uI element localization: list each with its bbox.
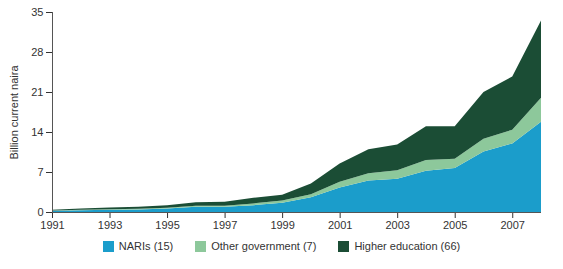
- svg-text:2007: 2007: [500, 219, 524, 231]
- svg-text:2005: 2005: [443, 219, 467, 231]
- svg-text:7: 7: [37, 166, 43, 178]
- html-text:Higher education (66): Higher education (66): [354, 240, 461, 252]
- svg-text:1991: 1991: [40, 219, 64, 231]
- svg-text:1997: 1997: [213, 219, 237, 231]
- svg-text:1995: 1995: [155, 219, 179, 231]
- html-text:NARIs (15): NARIs (15): [118, 240, 174, 252]
- svg-text:0: 0: [37, 206, 43, 218]
- svg-text:21: 21: [31, 86, 43, 98]
- svg-text:1999: 1999: [270, 219, 294, 231]
- svg-text:2001: 2001: [328, 219, 352, 231]
- html-text:Other government (7): Other government (7): [211, 240, 317, 252]
- svg-text:2003: 2003: [385, 219, 409, 231]
- svg-text:14: 14: [31, 126, 43, 138]
- svg-text:28: 28: [31, 46, 43, 58]
- svg-text:35: 35: [31, 6, 43, 18]
- svg-text:Billion current naira: Billion current naira: [8, 65, 20, 160]
- svg-text:1993: 1993: [98, 219, 122, 231]
